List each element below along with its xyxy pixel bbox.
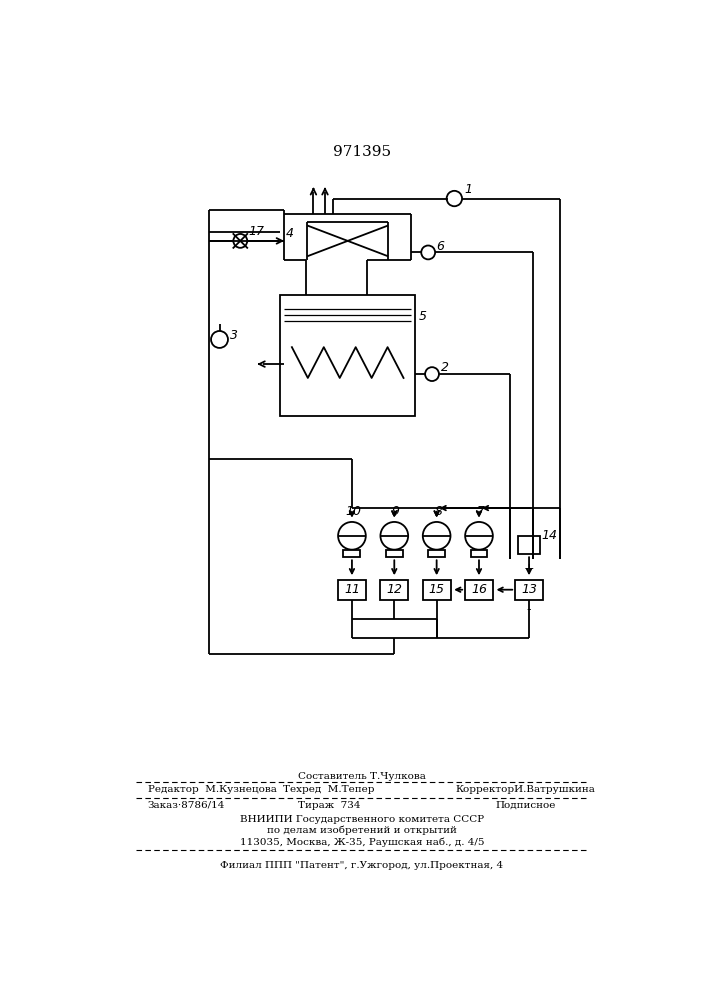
Bar bbox=[344, 550, 361, 557]
Text: Тираж  734: Тираж 734 bbox=[298, 801, 360, 810]
Text: КорректорИ.Ватрушкина: КорректорИ.Ватрушкина bbox=[455, 785, 595, 794]
Text: 8: 8 bbox=[434, 505, 442, 518]
Circle shape bbox=[380, 522, 408, 550]
Text: 11: 11 bbox=[344, 583, 360, 596]
Text: 14: 14 bbox=[542, 529, 557, 542]
Text: +: + bbox=[524, 562, 534, 575]
Text: 3: 3 bbox=[230, 329, 238, 342]
Text: 12: 12 bbox=[386, 583, 402, 596]
Text: 1: 1 bbox=[464, 183, 472, 196]
Circle shape bbox=[233, 234, 247, 248]
Bar bbox=[386, 550, 403, 557]
Circle shape bbox=[421, 246, 435, 259]
Text: 17: 17 bbox=[249, 225, 264, 238]
Text: 971395: 971395 bbox=[333, 145, 391, 159]
Circle shape bbox=[338, 522, 366, 550]
Bar bbox=[281, 295, 415, 416]
Circle shape bbox=[447, 191, 462, 206]
Text: Редактор  М.Кузнецова: Редактор М.Кузнецова bbox=[148, 785, 276, 794]
Text: Составитель Т.Чулкова: Составитель Т.Чулкова bbox=[298, 772, 426, 781]
Text: Заказ·8786/14: Заказ·8786/14 bbox=[148, 801, 226, 810]
Circle shape bbox=[425, 367, 439, 381]
Text: 10: 10 bbox=[346, 505, 361, 518]
Text: 2: 2 bbox=[440, 361, 448, 374]
Text: Филиал ППП "Патент", г.Ужгород, ул.Проектная, 4: Филиал ППП "Патент", г.Ужгород, ул.Проек… bbox=[221, 861, 503, 870]
Text: 15: 15 bbox=[428, 583, 445, 596]
Text: 16: 16 bbox=[471, 583, 487, 596]
Circle shape bbox=[465, 522, 493, 550]
Text: 113035, Москва, Ж-35, Раушская наб., д. 4/5: 113035, Москва, Ж-35, Раушская наб., д. … bbox=[240, 838, 484, 847]
Bar bbox=[428, 550, 445, 557]
Bar bbox=[471, 550, 487, 557]
Text: 4: 4 bbox=[286, 227, 293, 240]
Text: Техред  М.Тепер: Техред М.Тепер bbox=[283, 785, 375, 794]
Bar bbox=[518, 536, 540, 554]
Text: Подписное: Подписное bbox=[495, 801, 556, 810]
Circle shape bbox=[423, 522, 450, 550]
Text: 7: 7 bbox=[477, 505, 484, 518]
Bar bbox=[465, 580, 493, 600]
Text: 6: 6 bbox=[437, 240, 445, 253]
Text: -: - bbox=[527, 603, 531, 616]
Text: ВНИИПИ Государственного комитета СССР: ВНИИПИ Государственного комитета СССР bbox=[240, 815, 484, 824]
Circle shape bbox=[211, 331, 228, 348]
Text: по делам изобретений и открытий: по делам изобретений и открытий bbox=[267, 826, 457, 835]
Bar bbox=[423, 580, 450, 600]
Text: 13: 13 bbox=[521, 583, 537, 596]
Text: 9: 9 bbox=[392, 505, 400, 518]
Text: 5: 5 bbox=[419, 310, 427, 323]
Bar bbox=[380, 580, 408, 600]
Bar bbox=[338, 580, 366, 600]
Bar bbox=[515, 580, 543, 600]
